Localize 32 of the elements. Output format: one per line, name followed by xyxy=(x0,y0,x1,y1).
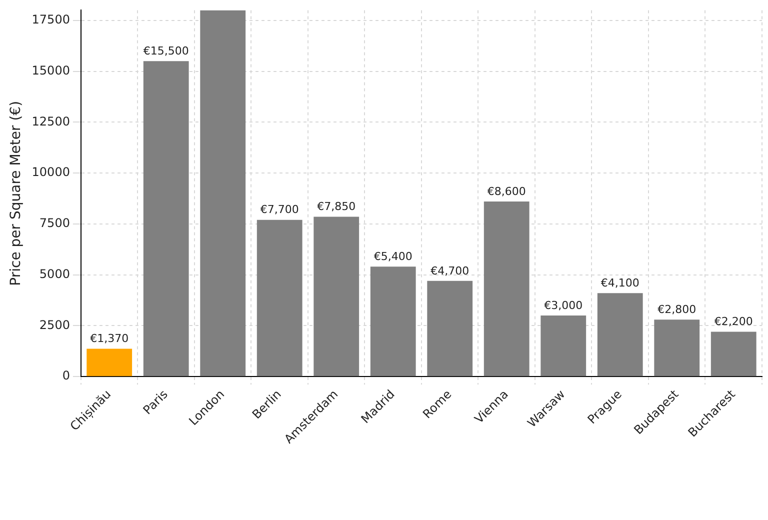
bar xyxy=(597,293,643,376)
bar xyxy=(86,348,132,376)
data-label: €4,700 xyxy=(430,264,470,278)
bar xyxy=(370,266,416,376)
y-tick-label: 17500 xyxy=(32,12,70,26)
bar xyxy=(484,202,530,376)
y-tick-label: 10000 xyxy=(32,165,70,180)
y-tick-label: 12500 xyxy=(32,114,70,128)
data-label: €15,500 xyxy=(143,44,189,58)
y-tick-label: 5000 xyxy=(39,266,70,281)
data-label: €7,700 xyxy=(260,203,299,216)
bar xyxy=(143,61,189,376)
y-tick-label: 15000 xyxy=(32,63,70,78)
data-label: €4,100 xyxy=(600,276,640,290)
data-label: €3,000 xyxy=(544,298,583,312)
bar xyxy=(540,316,586,376)
y-tick-label: 0 xyxy=(62,368,70,383)
bar xyxy=(654,320,700,376)
data-label: €2,800 xyxy=(658,302,696,316)
data-label: €7,850 xyxy=(317,200,356,214)
y-tick-label: 2500 xyxy=(39,318,70,332)
bar xyxy=(200,10,246,376)
data-label: €2,200 xyxy=(714,315,753,328)
bar xyxy=(256,220,302,376)
data-label: €8,600 xyxy=(487,184,526,198)
data-label: €5,400 xyxy=(374,250,412,264)
data-label: €1,370 xyxy=(90,332,129,346)
bar xyxy=(710,332,756,376)
y-tick-label: 7500 xyxy=(39,216,70,230)
y-axis-title: Price per Square Meter (€) xyxy=(8,100,24,286)
bar xyxy=(427,280,473,376)
bar xyxy=(314,216,360,376)
